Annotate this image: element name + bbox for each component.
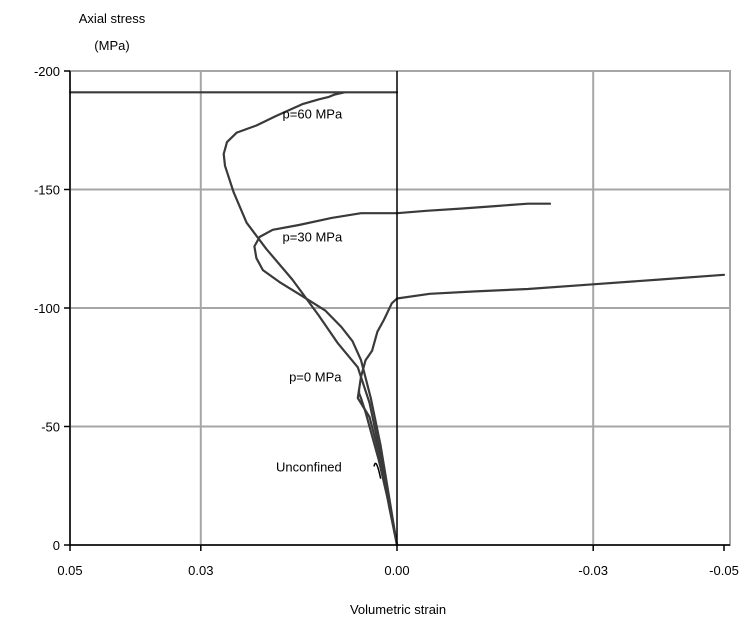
y-tick-label: -200 (34, 64, 60, 79)
series-line-p-60-mpa (68, 91, 399, 547)
y-axis-title-line1: Axial stress (79, 11, 146, 26)
series-curves (68, 91, 726, 547)
annotations: p=60 MPa p=30 MPa p=0 MPa Unconfined (276, 106, 382, 479)
annotation-leader-line (373, 462, 382, 479)
x-axis-title: Volumetric strain (350, 602, 446, 617)
y-axis-title-line2: (MPa) (94, 38, 129, 53)
curve-annotation: p=60 MPa (283, 106, 343, 121)
y-tick-label: -150 (34, 183, 60, 198)
series-line-p-30-mpa (253, 202, 552, 547)
x-tick-label: -0.03 (578, 563, 608, 578)
series-line-p-0-mpa (356, 273, 726, 547)
tick-labels: 0.05 0.03 0.00 -0.03 -0.05 0 -50 -100 -150 -200 (34, 64, 739, 578)
y-tick-label: 0 (53, 538, 60, 553)
curve-annotation: Unconfined (276, 460, 342, 475)
grid-lines (69, 70, 731, 546)
curve-annotation: p=0 MPa (289, 369, 342, 384)
axes (64, 70, 730, 551)
y-tick-label: -50 (41, 420, 60, 435)
x-tick-label: 0.03 (188, 563, 213, 578)
series-line-unconfined (358, 389, 399, 547)
x-tick-label: 0.05 (57, 563, 82, 578)
curve-annotation: p=30 MPa (283, 230, 343, 245)
x-tick-label: -0.05 (709, 563, 739, 578)
x-tick-label: 0.00 (384, 563, 409, 578)
y-tick-label: -100 (34, 301, 60, 316)
